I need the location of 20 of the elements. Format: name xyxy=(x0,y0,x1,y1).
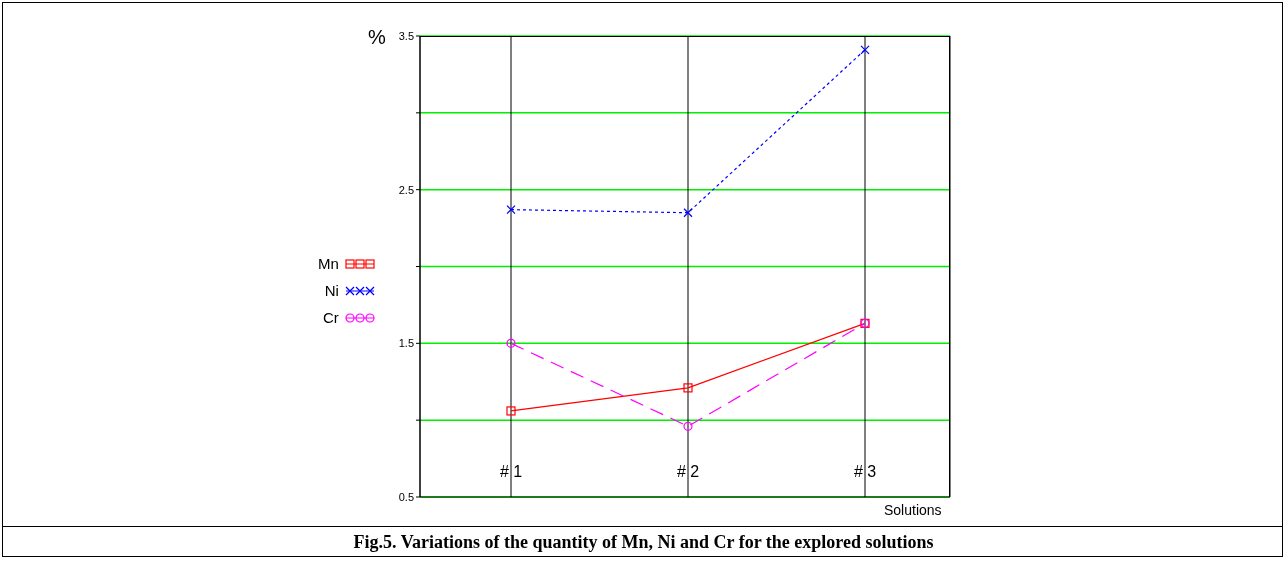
point xyxy=(860,45,870,55)
y-axis-title: % xyxy=(368,26,386,49)
point xyxy=(506,205,516,215)
y-tick-label: 2.5 xyxy=(398,183,414,196)
legend-label: Mn xyxy=(318,255,339,272)
y-tick-label: 1.5 xyxy=(398,337,414,350)
point xyxy=(683,208,693,218)
point xyxy=(506,338,516,348)
point xyxy=(683,421,693,431)
legend-label: Ni xyxy=(324,282,339,299)
x-tick-label: # 1 xyxy=(499,463,523,480)
legend-label: Cr xyxy=(323,309,339,326)
x-axis-title: Solutions xyxy=(884,502,942,518)
x-tick-label: # 2 xyxy=(676,463,700,480)
y-tick-label: 3.5 xyxy=(398,29,414,42)
point xyxy=(506,406,516,416)
text: Fig.5. Variations of the quantity of Mn, Ni and Cr for the explored solutions xyxy=(352,532,935,553)
point xyxy=(683,383,693,393)
x-tick-label: # 3 xyxy=(853,463,877,480)
y-tick-label: 0.5 xyxy=(398,490,414,503)
